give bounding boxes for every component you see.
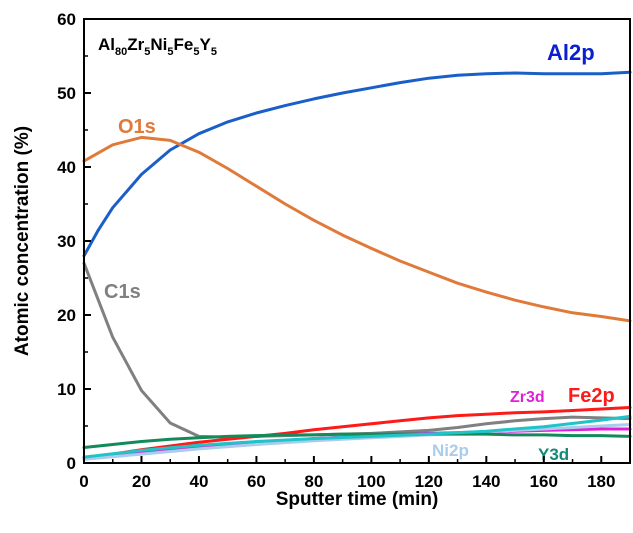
y-axis-title: Atomic concentration (%) bbox=[12, 126, 33, 356]
series-line-fe2p bbox=[82, 406, 632, 460]
series-label-o1s: O1s bbox=[118, 116, 156, 138]
y-tick-label: 60 bbox=[57, 10, 76, 29]
series-line-al2p bbox=[82, 70, 632, 258]
plot-lines bbox=[82, 70, 632, 461]
y-tick-label: 40 bbox=[57, 158, 76, 177]
series-line-o1s bbox=[82, 135, 632, 323]
x-tick-label: 60 bbox=[247, 472, 266, 491]
series-line-y3d bbox=[82, 432, 632, 449]
x-tick-label: 20 bbox=[132, 472, 151, 491]
composition-element: Al bbox=[98, 35, 115, 54]
y-tick-label: 10 bbox=[57, 380, 76, 399]
x-tick-label: 40 bbox=[189, 472, 208, 491]
composition-subscript: 5 bbox=[193, 46, 199, 58]
y-axis-ticks: 0 10 20 30 40 50 60 bbox=[57, 10, 91, 473]
series-labels: Al2p O1s C1s Fe2p Zr3d Ni2p Y3d bbox=[104, 40, 615, 464]
series-label-fe2p: Fe2p bbox=[568, 385, 615, 407]
series-label-c1s: C1s bbox=[104, 281, 141, 303]
series-label-ni2p: Ni2p bbox=[432, 441, 469, 460]
y-tick-label: 0 bbox=[67, 454, 76, 473]
y-tick-label: 30 bbox=[57, 232, 76, 251]
y-tick-label: 20 bbox=[57, 306, 76, 325]
composition-element: Fe bbox=[174, 35, 194, 54]
x-tick-label: 100 bbox=[357, 472, 385, 491]
x-tick-label: 160 bbox=[530, 472, 558, 491]
composition-subscript: 5 bbox=[211, 46, 217, 58]
alloy-composition-label: Al80Zr5Ni5Fe5Y5 bbox=[98, 35, 217, 58]
composition-element: Zr bbox=[127, 35, 144, 54]
x-tick-label: 80 bbox=[304, 472, 323, 491]
composition-element: Y bbox=[199, 35, 211, 54]
x-axis-title: Sputter time (min) bbox=[276, 489, 439, 510]
composition-element: Ni bbox=[150, 35, 167, 54]
x-tick-label: 180 bbox=[587, 472, 615, 491]
x-tick-label: 140 bbox=[472, 472, 500, 491]
composition-subscript: 80 bbox=[115, 46, 127, 58]
x-axis-ticks: 0 20 40 60 80 100 120 140 160 180 bbox=[79, 456, 615, 491]
series-label-al2p: Al2p bbox=[547, 40, 595, 65]
series-label-zr3d: Zr3d bbox=[510, 389, 545, 406]
x-tick-label: 120 bbox=[415, 472, 443, 491]
x-tick-label: 0 bbox=[79, 472, 88, 491]
y-tick-label: 50 bbox=[57, 84, 76, 103]
composition-subscript: 5 bbox=[167, 46, 173, 58]
composition-subscript: 5 bbox=[144, 46, 150, 58]
series-line-extra bbox=[82, 414, 632, 459]
series-label-y3d: Y3d bbox=[538, 445, 569, 464]
